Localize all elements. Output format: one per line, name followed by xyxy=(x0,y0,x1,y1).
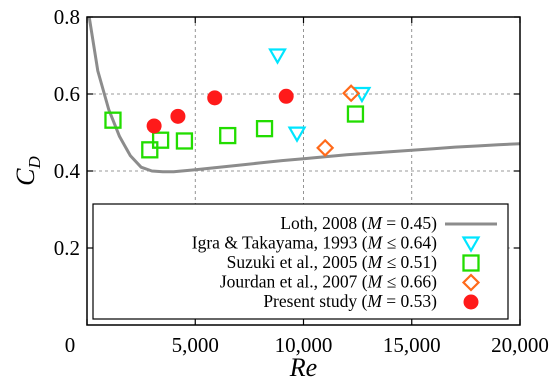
legend-box xyxy=(92,203,509,320)
x-ticks: 0 5,000 10,000 15,000 20,000 xyxy=(65,17,549,357)
legend-swatch-4 xyxy=(463,294,479,310)
legend-swatch-1 xyxy=(461,236,481,253)
x-tick-label-4: 20,000 xyxy=(491,333,549,357)
legend-label-part: Suzuki et al., 2005 ( xyxy=(227,252,368,272)
legend-label-part: Jourdan et al., 2007 ( xyxy=(220,272,368,292)
x-tick-label-0: 0 xyxy=(65,333,76,357)
y-axis-label-sub: D xyxy=(25,155,44,169)
legend-label-part: M xyxy=(367,233,384,253)
legend-label-1: Igra & Takayama, 1993 (M ≤ 0.64) xyxy=(192,233,437,253)
series-4-point-0 xyxy=(146,118,162,134)
legend-label-part: Present study ( xyxy=(263,291,367,311)
y-axis-label-main: C xyxy=(11,168,40,186)
series-1-point-1 xyxy=(287,126,307,143)
series-4-point-2 xyxy=(207,90,223,106)
x-tick-label-2: 10,000 xyxy=(275,333,333,357)
x-axis-label: Re xyxy=(289,353,317,380)
legend-label-part: = 0.45) xyxy=(382,213,437,233)
series-4-point-1 xyxy=(170,108,186,124)
legend-label-3: Jourdan et al., 2007 (M ≤ 0.66) xyxy=(220,272,437,292)
series-2-point-4 xyxy=(219,126,237,145)
legend-swatch-3 xyxy=(461,273,481,292)
series-2-point-5 xyxy=(255,120,274,138)
series-2-point-0 xyxy=(104,111,122,129)
series-3-point-0 xyxy=(316,138,335,157)
legend-label-4: Present study (M = 0.53) xyxy=(263,291,437,311)
legend-label-part: Loth, 2008 ( xyxy=(280,213,367,233)
legend-label-part: M xyxy=(367,272,384,292)
series-3-point-1 xyxy=(342,84,361,103)
legend-label-part: Igra & Takayama, 1993 ( xyxy=(192,233,368,253)
legend-label-2: Suzuki et al., 2005 (M ≤ 0.51) xyxy=(227,252,438,272)
series-2-point-3 xyxy=(175,132,194,150)
legend-label-part: M xyxy=(367,252,384,272)
series-1-point-0 xyxy=(268,48,287,65)
y-axis-label: CD xyxy=(11,155,44,185)
series-4-point-3 xyxy=(278,88,294,104)
legend-label-part: ≤ 0.66) xyxy=(382,272,437,292)
legend-label-part: ≤ 0.51) xyxy=(382,252,437,272)
legend-label-part: M xyxy=(366,291,383,311)
x-tick-label-3: 15,000 xyxy=(383,333,441,357)
legend: Loth, 2008 (M = 0.45)Igra & Takayama, 19… xyxy=(92,203,509,320)
y-tick-label-1: 0.4 xyxy=(54,159,81,183)
y-tick-label-3: 0.8 xyxy=(54,5,80,29)
series-2-point-2 xyxy=(151,131,170,149)
y-ticks: 0.2 0.4 0.6 0.8 xyxy=(54,5,520,260)
legend-label-part: = 0.53) xyxy=(382,291,437,311)
x-tick-label-1: 5,000 xyxy=(172,333,219,357)
y-tick-label-2: 0.6 xyxy=(54,82,80,106)
series-2-point-1 xyxy=(141,141,159,159)
loth-curve-layer xyxy=(87,16,521,174)
series-2-point-6 xyxy=(346,105,365,123)
legend-swatch-2 xyxy=(462,254,480,272)
data-markers-layer xyxy=(104,48,372,159)
y-tick-label-0: 0.2 xyxy=(54,236,80,260)
series-line-loth xyxy=(87,16,521,174)
legend-label-part: ≤ 0.64) xyxy=(382,233,437,253)
legend-label-part: M xyxy=(366,213,383,233)
legend-label-0: Loth, 2008 (M = 0.45) xyxy=(280,213,437,233)
